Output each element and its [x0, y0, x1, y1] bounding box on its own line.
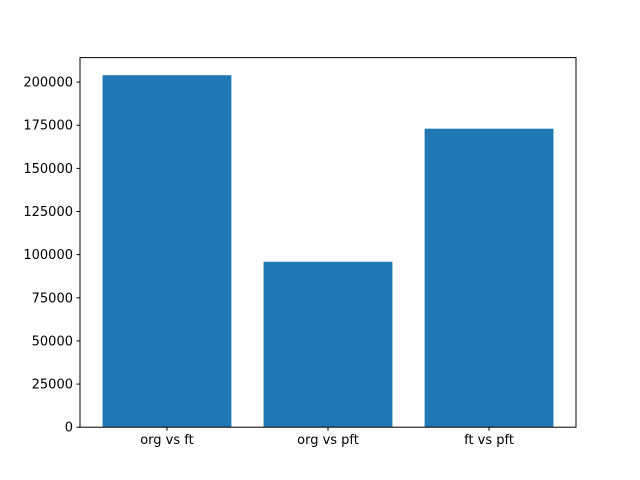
y-tick-label: 150000 — [23, 162, 73, 177]
x-tick-label: ft vs pft — [464, 433, 514, 448]
y-tick-label: 175000 — [23, 119, 73, 134]
y-tick-label: 50000 — [32, 334, 73, 349]
bar — [424, 128, 554, 428]
y-tick-label: 200000 — [23, 76, 73, 91]
y-tick-label: 0 — [65, 421, 73, 436]
y-tick-label: 25000 — [32, 378, 73, 393]
y-tick-label: 75000 — [32, 291, 73, 306]
y-tick-label: 100000 — [23, 248, 73, 263]
y-tick-label: 125000 — [23, 205, 73, 220]
x-tick-label: org vs ft — [140, 433, 194, 448]
bar — [102, 75, 232, 428]
bar — [263, 261, 393, 428]
x-tick-label: org vs pft — [297, 433, 359, 448]
